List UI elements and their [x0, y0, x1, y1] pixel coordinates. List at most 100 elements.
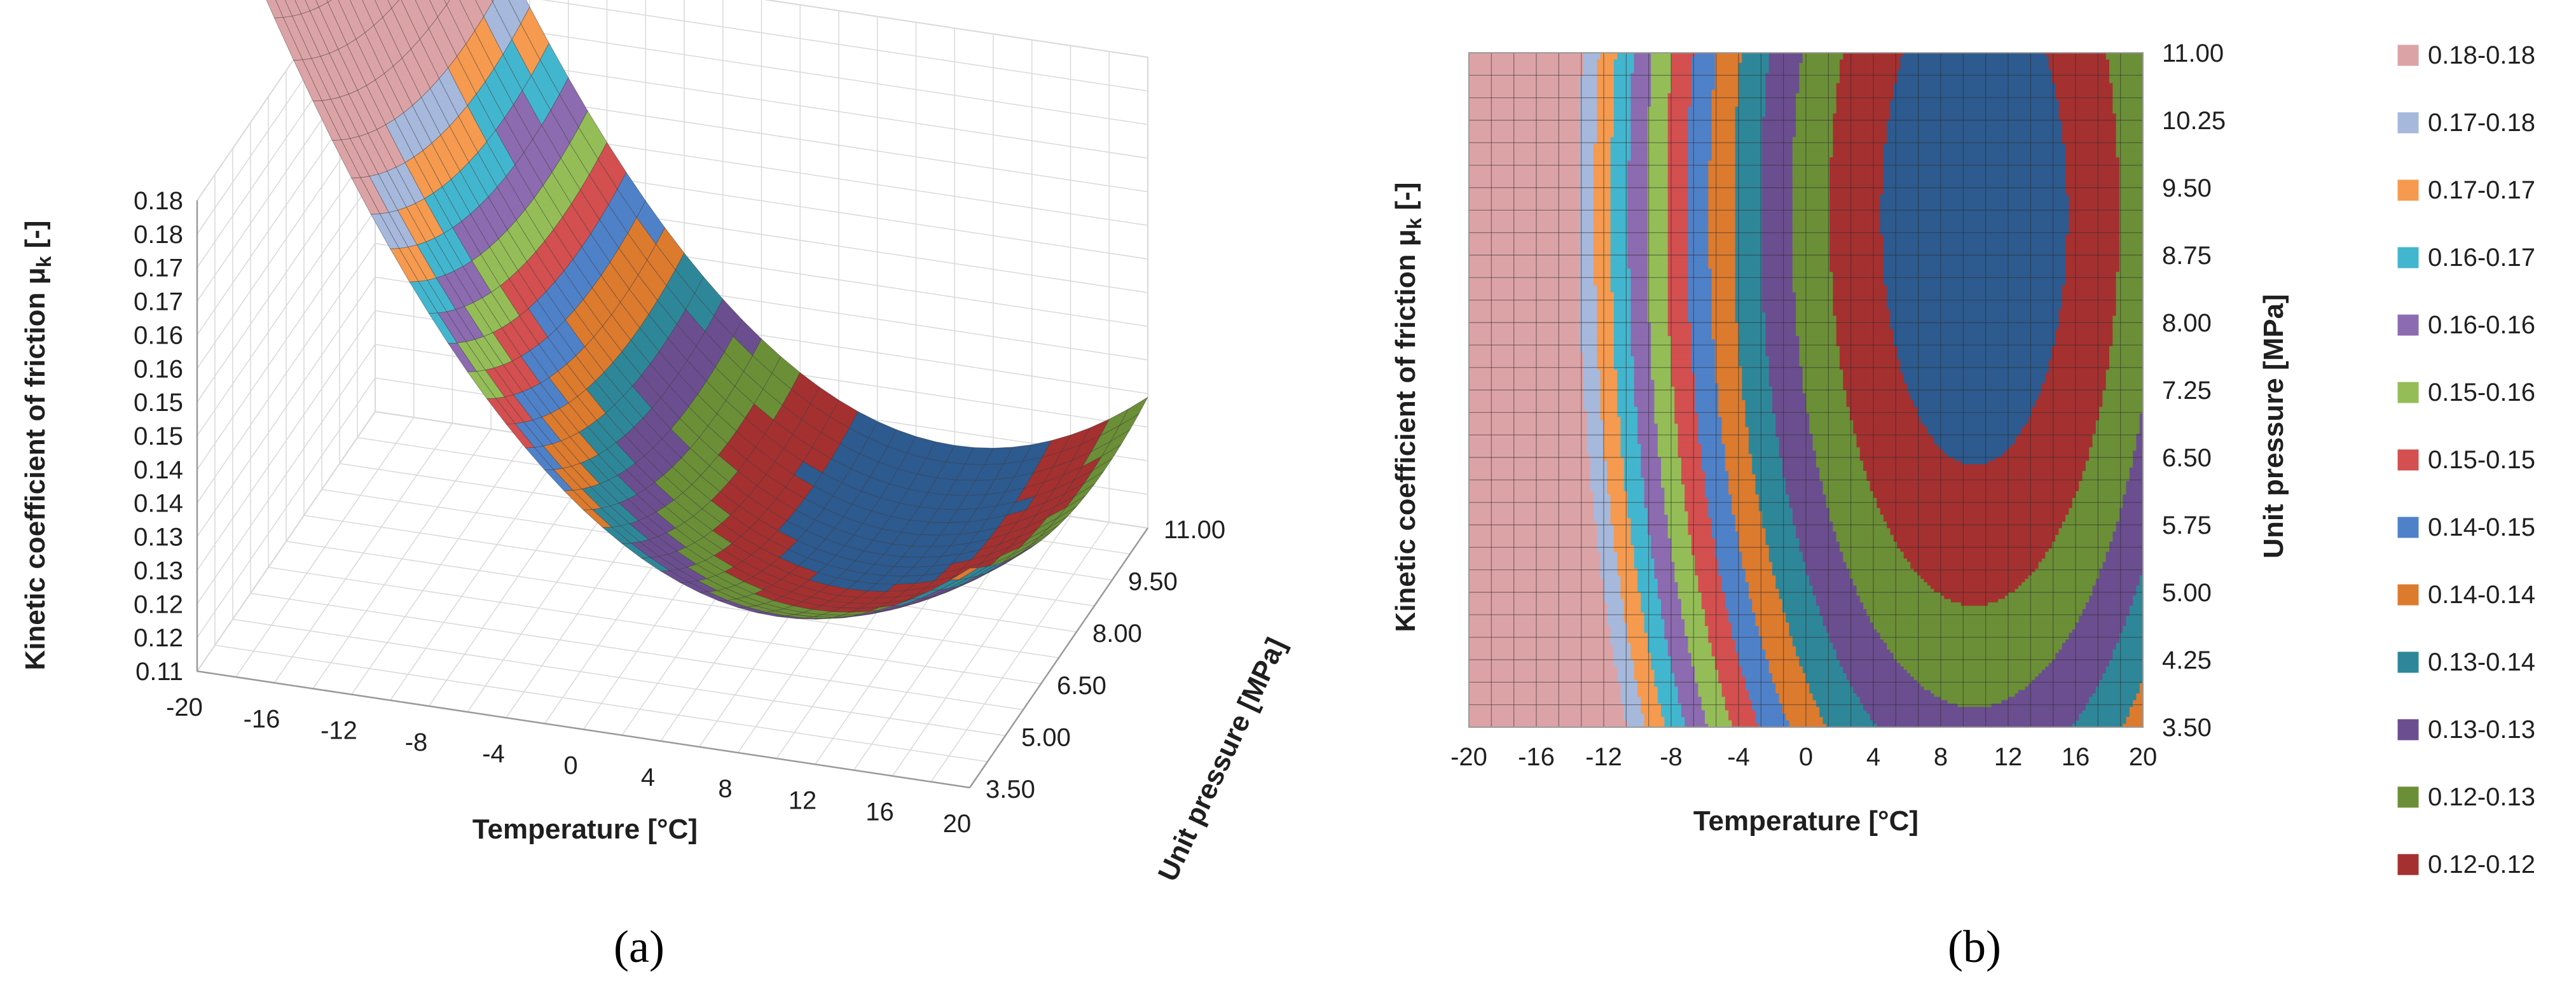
b-contour-cell: [1630, 144, 1648, 148]
b-contour-cell: [1920, 683, 2029, 687]
b-contour-cell: [1469, 504, 1594, 509]
legend-swatch: [2397, 651, 2420, 674]
b-contour-cell: [2051, 69, 2110, 74]
b-contour-cell: [1647, 134, 1669, 138]
a-z-tick-label: 0.17: [134, 288, 183, 316]
b-contour-cell: [2133, 703, 2144, 707]
b-contour-cell: [1762, 639, 1793, 644]
b-contour-cell: [1755, 717, 1786, 721]
b-contour-cell: [1667, 643, 1689, 647]
b-contour-cell: [1610, 245, 1628, 249]
b-contour-cell: [2119, 515, 2144, 518]
b-contour-cell: [2112, 106, 2144, 111]
b-contour-cell: [1809, 420, 1854, 424]
a-z-tick-label: 0.16: [134, 355, 183, 383]
b-contour-cell: [1644, 626, 1665, 630]
b-contour-cell: [1708, 184, 1736, 188]
b-contour-cell: [1711, 127, 1736, 131]
b-contour-cell: [1893, 332, 2056, 337]
b-contour-cell: [1594, 494, 1611, 499]
b-contour-cell: [2139, 683, 2144, 687]
b-contour-cell: [1711, 116, 1736, 121]
b-contour-cell: [1708, 191, 1736, 195]
b-contour-cell: [1688, 298, 1712, 303]
b-contour-cell: [2062, 521, 2117, 525]
b-contour-cell: [2058, 326, 2113, 330]
b-contour-cell: [1833, 282, 1884, 286]
b-contour-cell: [1623, 707, 1641, 711]
b-contour-cell: [1782, 602, 1817, 606]
b-contour-cell: [1695, 673, 1719, 678]
b-contour-cell: [1792, 238, 1830, 242]
b-contour-cell: [1887, 285, 2063, 289]
b-contour-cell: [1883, 518, 2066, 522]
legend-label: 0.17-0.17: [2428, 176, 2535, 204]
b-contour-cell: [2062, 305, 2117, 310]
b-contour-cell: [1627, 508, 1648, 512]
b-contour-cell: [1688, 197, 1709, 202]
b-contour-cell: [1775, 686, 1810, 691]
b-contour-cell: [1580, 268, 1594, 273]
b-contour-cell: [1711, 643, 1736, 647]
a-wall-grid-line: [196, 310, 1148, 571]
b-contour-cell: [1613, 116, 1631, 121]
b-contour-cell: [1809, 414, 1850, 417]
b-contour-cell: [1657, 585, 1679, 590]
b-contour-cell: [1647, 127, 1669, 131]
legend-label: 0.16-0.17: [2428, 244, 2535, 272]
b-contour-cell: [1674, 572, 1695, 576]
b-contour-cell: [1587, 414, 1601, 417]
b-contour-cell: [1657, 592, 1679, 596]
b-contour-cell: [1768, 66, 1800, 71]
b-contour-cell: [1623, 471, 1641, 475]
b-contour-cell: [1610, 167, 1628, 172]
b-contour-cell: [1647, 130, 1669, 134]
b-contour-cell: [1748, 585, 1776, 590]
b-contour-cell: [1806, 562, 1847, 566]
b-contour-cell: [2004, 595, 2090, 600]
b-contour-cell: [1580, 238, 1594, 242]
b-contour-cell: [1469, 370, 1584, 374]
b-contour-cell: [2116, 113, 2144, 118]
b-contour-cell: [1711, 305, 1736, 310]
b-contour-cell: [1900, 359, 2049, 364]
b-contour-cell: [1613, 103, 1631, 108]
b-contour-cell: [1630, 531, 1648, 536]
b-contour-cell: [1903, 373, 2046, 377]
b-contour-cell: [2112, 329, 2144, 333]
b-contour-cell: [1856, 443, 1938, 448]
b-contour-cell: [1705, 717, 1729, 721]
b-contour-cell: [1809, 430, 1854, 435]
b-contour-cell: [1613, 366, 1635, 370]
b-contour-cell: [1758, 494, 1790, 499]
b-contour-cell: [1654, 390, 1675, 394]
b-contour-cell: [1594, 225, 1611, 229]
b-contour-cell: [1469, 356, 1584, 360]
b-contour-cell: [2116, 305, 2144, 310]
b-contour-cell: [1637, 585, 1658, 590]
b-contour-cell: [1469, 417, 1588, 421]
b-contour-cell: [1647, 265, 1669, 269]
b-contour-cell: [1846, 565, 1911, 569]
b-contour-cell: [1613, 656, 1631, 660]
b-contour-cell: [1840, 541, 1898, 546]
b-contour-cell: [1711, 272, 1736, 276]
b-contour-cell: [1674, 417, 1698, 421]
b-contour-cell: [2022, 582, 2097, 586]
b-contour-cell: [1725, 595, 1749, 600]
b-contour-cell: [1587, 430, 1604, 435]
b-contour-cell: [1708, 261, 1736, 266]
b-contour-cell: [1610, 511, 1628, 515]
b-contour-cell: [1735, 134, 1763, 138]
b-contour-cell: [1469, 528, 1597, 532]
b-contour-cell: [1671, 656, 1692, 660]
b-contour-cell: [1846, 400, 1915, 404]
b-contour-cell: [1695, 669, 1719, 674]
b-contour-cell: [2112, 83, 2144, 87]
b-contour-cell: [1684, 491, 1705, 495]
b-contour-cell: [1594, 197, 1611, 202]
b-contour-cell: [1866, 474, 2083, 478]
b-contour-cell: [1735, 305, 1763, 310]
b-contour-cell: [2022, 430, 2097, 435]
b-contour-cell: [1691, 56, 1716, 60]
